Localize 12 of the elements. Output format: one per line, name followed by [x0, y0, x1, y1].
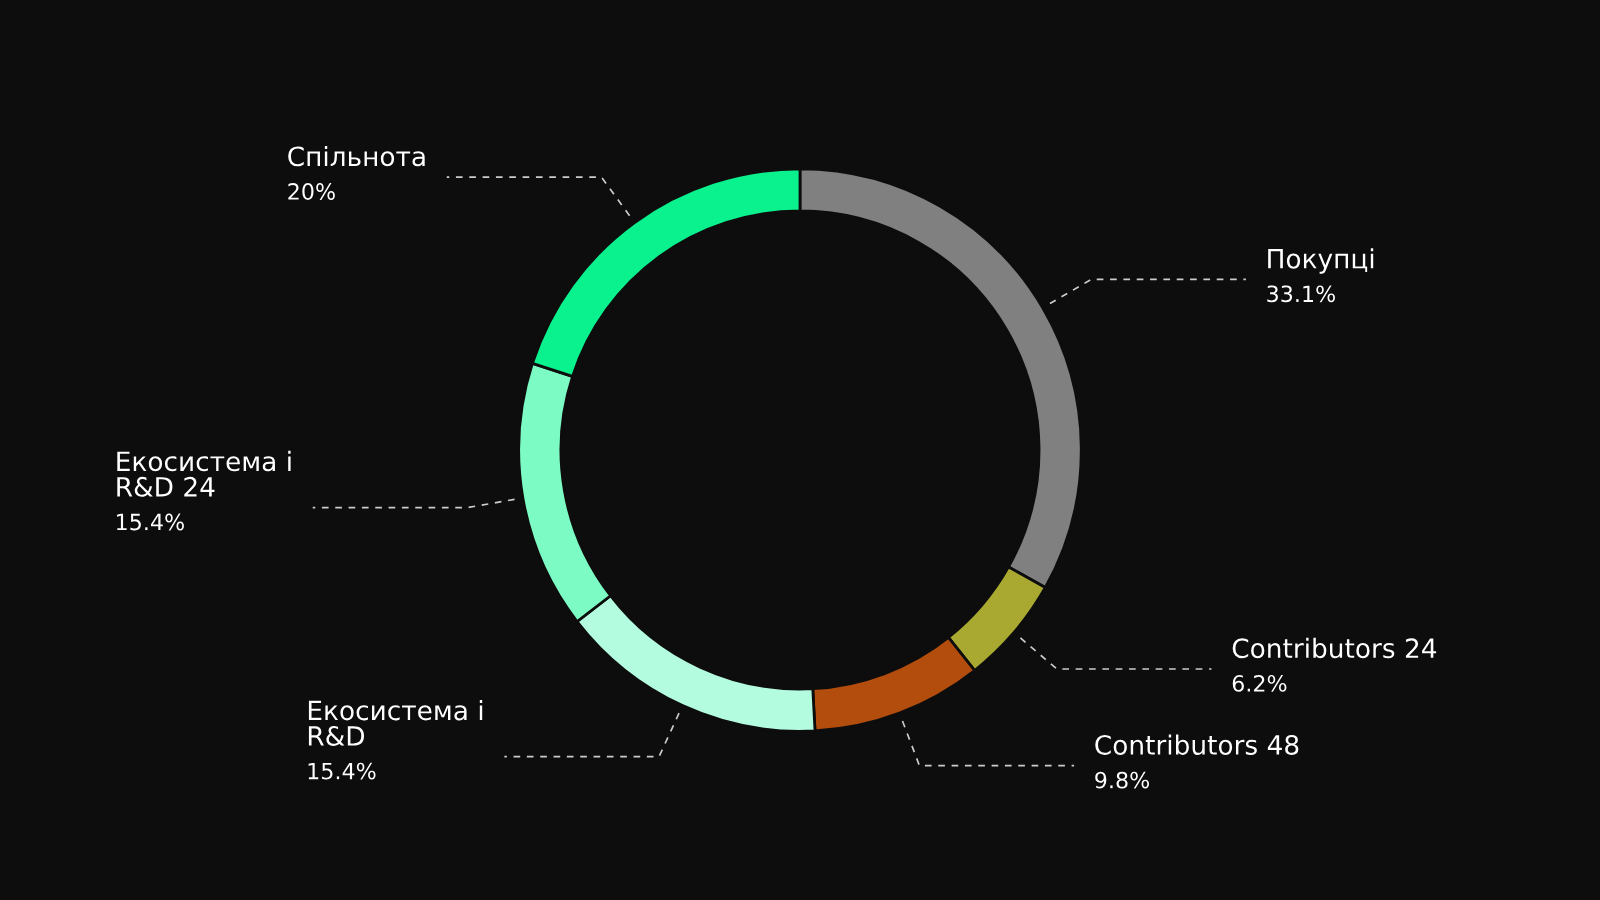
- data-label: 6.2%: [1232, 674, 1287, 692]
- slice-label: Спільнота: [288, 145, 425, 167]
- data-label: 15.4%: [117, 513, 184, 531]
- slice-label: Contributors 24: [1232, 637, 1437, 659]
- slice-label: Екосистема і R&D: [308, 699, 483, 746]
- slice-label: Contributors 48: [1095, 734, 1299, 755]
- data-label: 15.4%: [308, 762, 376, 780]
- data-label: 20%: [288, 183, 335, 200]
- slice-label: Покупці: [1268, 248, 1374, 274]
- data-label: 9.8%: [1095, 771, 1150, 789]
- slice-label: Екосистема і R&D 24: [117, 450, 291, 497]
- data-label: 33.1%: [1267, 285, 1335, 303]
